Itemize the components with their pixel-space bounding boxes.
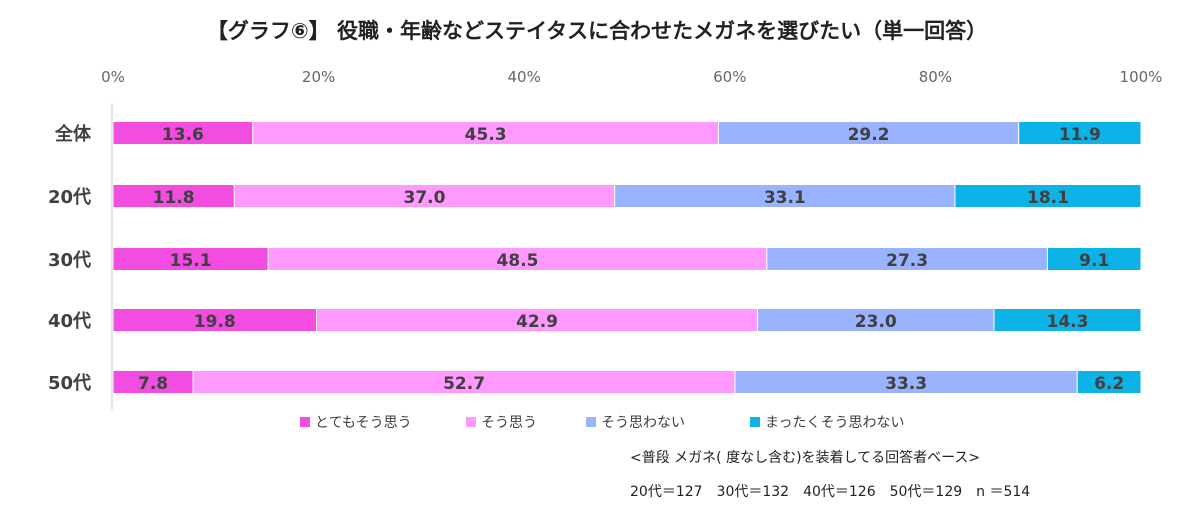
x-tick-label: 80% [919,68,952,86]
bar-segments [112,121,1142,394]
legend-swatch [750,417,760,427]
category-labels: 全体 20代 30代 40代 50代 [48,123,92,394]
x-tick-label: 60% [713,68,746,86]
category-label: 30代 [48,250,91,271]
category-label: 全体 [54,123,92,145]
legend-label: そう思わない [601,415,685,431]
bar-segment [1076,370,1142,394]
x-axis-ticks: 0% 20% 40% 60% 80% 100% [101,68,1162,86]
data-label: 14.3 [1047,312,1089,332]
data-label: 13.6 [162,125,204,145]
sample-size-note: 20代＝127 30代＝132 40代＝126 50代＝129 n ＝514 [630,484,1030,500]
data-label: 11.9 [1059,125,1101,145]
data-label: 9.1 [1079,251,1109,271]
legend-swatch [300,417,310,427]
chart-title: 【グラフ⑥】 役職・年齢などステイタスに合わせたメガネを選びたい（単一回答） [207,19,987,43]
category-label: 50代 [48,373,91,394]
bar-segment [1018,121,1142,145]
value-labels: 13.6 45.3 29.2 11.9 11.8 37.0 33.1 18.1 15.1 48.5… [138,125,1124,394]
data-label: 37.0 [404,188,446,208]
legend-swatch [586,417,596,427]
legend-swatch [466,417,476,427]
data-label: 48.5 [497,251,539,271]
legend-label: そう思う [481,415,537,431]
data-label: 33.1 [764,188,806,208]
data-label: 33.3 [885,374,927,394]
x-tick-label: 0% [101,68,125,86]
bar-segment [993,308,1142,332]
data-label: 11.8 [153,188,195,208]
data-label: 7.8 [138,374,168,394]
x-tick-label: 20% [302,68,335,86]
data-label: 29.2 [848,125,890,145]
category-label: 40代 [48,311,91,332]
data-label: 19.8 [194,312,236,332]
x-tick-label: 100% [1120,68,1163,86]
legend-label: とてもそう思う [315,415,412,431]
data-label: 42.9 [516,312,558,332]
category-label: 20代 [48,187,91,208]
bar-segment [1046,247,1142,271]
data-label: 45.3 [465,125,507,145]
x-tick-label: 40% [508,68,541,86]
data-label: 23.0 [855,312,897,332]
data-label: 27.3 [886,251,928,271]
data-label: 52.7 [443,374,485,394]
data-label: 6.2 [1094,374,1124,394]
legend-label: まったくそう思わない [765,415,904,431]
data-label: 18.1 [1027,188,1069,208]
base-note: <普段 メガネ( 度なし含む)を装着してる回答者ベース> [630,449,980,466]
bar-segment [954,184,1142,208]
legend: とてもそう思う そう思う そう思わない まったくそう思わない [300,415,904,431]
data-label: 15.1 [170,251,212,271]
